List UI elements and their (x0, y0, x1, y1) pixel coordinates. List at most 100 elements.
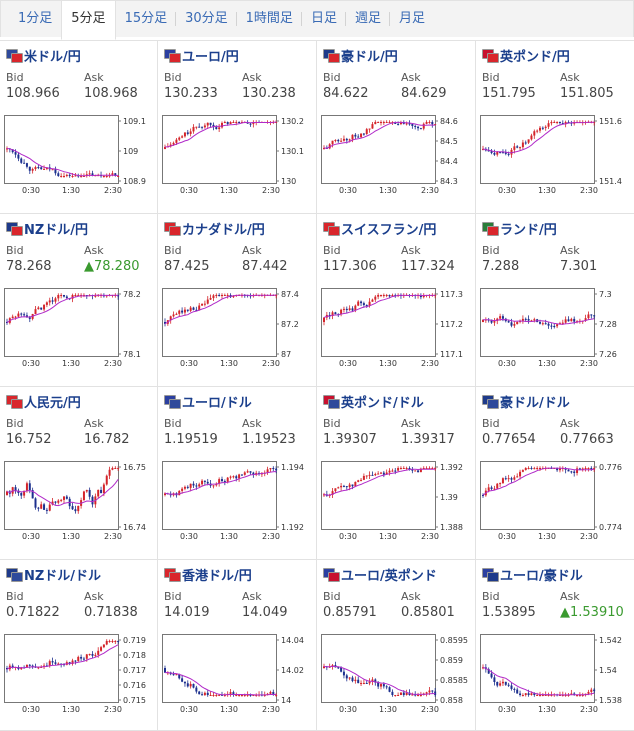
tab-4[interactable]: 1時間足 (237, 1, 303, 37)
candle-body (530, 468, 533, 469)
tab-6[interactable]: 週足 (346, 1, 390, 37)
mini-candlestick-chart[interactable]: 14.04 14.02 14 0:30 1:30 2:30 (162, 634, 312, 716)
pair-name[interactable]: 豪ドル/円 (341, 49, 398, 65)
candle-body (23, 162, 26, 164)
pair-card[interactable]: ユーロ/英ポンド Bid Ask 0.85791 0.85801 0.8595 0… (317, 560, 476, 731)
pair-card[interactable]: 英ポンド/円 Bid Ask 151.795 151.805 151.6 151.… (476, 41, 634, 214)
pair-title[interactable]: 香港ドル/円 (164, 566, 252, 584)
mini-candlestick-chart[interactable]: 130.2 130.1 130 0:30 1:30 2:30 (162, 115, 312, 197)
candle-body (539, 695, 541, 696)
candle-body (493, 488, 496, 490)
pair-name[interactable]: 豪ドル/ドル (500, 395, 570, 411)
mini-candlestick-chart[interactable]: 1.542 1.54 1.538 0:30 1:30 2:30 (480, 634, 630, 716)
candle-body (524, 318, 527, 320)
pair-name[interactable]: ユーロ/英ポンド (341, 568, 437, 584)
pair-name[interactable]: ユーロ/豪ドル (500, 568, 583, 584)
pair-card[interactable]: 香港ドル/円 Bid Ask 14.019 14.049 14.04 14.02 1… (158, 560, 317, 731)
pair-card[interactable]: ユーロ/円 Bid Ask 130.233 130.238 130.2 130.1… (158, 41, 317, 214)
pair-title[interactable]: カナダドル/円 (164, 220, 265, 238)
pair-card[interactable]: NZドル/ドル Bid Ask 0.71822 0.71838 0.719 0.7… (0, 560, 158, 731)
candle-body (77, 295, 80, 296)
tab-2[interactable]: 15分足 (116, 1, 177, 37)
tab-0[interactable]: 1分足 (18, 11, 53, 26)
pair-card[interactable]: 豪ドル/円 Bid Ask 84.622 84.629 84.6 84.5 84.4… (317, 41, 476, 214)
pair-card[interactable]: ユーロ/ドル Bid Ask 1.19519 1.19523 1.194 1.19… (158, 387, 317, 560)
x-tick-label: 2:30 (262, 186, 280, 195)
candle-body (51, 501, 54, 505)
tab-5[interactable]: 日足 (302, 1, 346, 37)
candle-body (374, 679, 377, 683)
candle-body (337, 667, 340, 669)
candle-body (385, 686, 388, 688)
mini-candlestick-chart[interactable]: 7.3 7.28 7.26 0:30 1:30 2:30 (480, 288, 630, 370)
pair-card[interactable]: 豪ドル/ドル Bid Ask 0.77654 0.77663 0.776 0.77… (476, 387, 634, 560)
candle-body (111, 641, 114, 642)
plot-area (4, 288, 119, 357)
candle-body (357, 679, 360, 684)
pair-name[interactable]: NZドル/円 (24, 222, 89, 238)
pair-title[interactable]: NZドル/円 (6, 220, 89, 238)
x-tick-label: 0:30 (339, 359, 357, 368)
candle-body (417, 126, 420, 129)
pair-title[interactable]: ユーロ/豪ドル (482, 566, 583, 584)
mini-candlestick-chart[interactable]: 0.776 0.774 0:30 1:30 2:30 (480, 461, 630, 543)
mini-candlestick-chart[interactable]: 78.2 78.1 0:30 1:30 2:30 (4, 288, 154, 370)
pair-title[interactable]: ユーロ/ドル (164, 393, 252, 411)
pair-title[interactable]: NZドル/ドル (6, 566, 102, 584)
pair-title[interactable]: 米ドル/円 (6, 47, 81, 65)
pair-card[interactable]: 英ポンド/ドル Bid Ask 1.39307 1.39317 1.392 1.3… (317, 387, 476, 560)
candle-body (399, 468, 402, 469)
pair-title[interactable]: ランド/円 (482, 220, 557, 238)
pair-card[interactable]: NZドル/円 Bid Ask 78.268 ▲78.280 78.2 78.1 0:… (0, 214, 158, 387)
pair-title[interactable]: ユーロ/英ポンド (323, 566, 437, 584)
candle-body (408, 123, 411, 125)
pair-title[interactable]: ユーロ/円 (164, 47, 239, 65)
mini-candlestick-chart[interactable]: 87.4 87.2 87 0:30 1:30 2:30 (162, 288, 312, 370)
mini-candlestick-chart[interactable]: 16.75 16.74 0:30 1:30 2:30 (4, 461, 154, 543)
pair-card[interactable]: ユーロ/豪ドル Bid Ask 1.53895 ▲1.53910 1.542 1.… (476, 560, 634, 731)
x-tick-label: 2:30 (104, 359, 122, 368)
pair-card[interactable]: ランド/円 Bid Ask 7.288 7.301 7.3 7.28 7.26 0:3… (476, 214, 634, 387)
mini-candlestick-chart[interactable]: 151.6 151.4 0:30 1:30 2:30 (480, 115, 630, 197)
mini-candlestick-chart[interactable]: 1.194 1.192 0:30 1:30 2:30 (162, 461, 312, 543)
candle-body (414, 470, 417, 472)
mini-candlestick-chart[interactable]: 0.719 0.718 0.717 0.716 0.715 0:30 1:30 2:30 (4, 634, 154, 716)
pair-title[interactable]: スイスフラン/円 (323, 220, 437, 238)
candle-body (183, 681, 186, 684)
y-tick-label: 1.39 (440, 493, 458, 502)
pair-title[interactable]: 英ポンド/円 (482, 47, 570, 65)
pair-card[interactable]: 人民元/円 Bid Ask 16.752 16.782 16.75 16.74 0:… (0, 387, 158, 560)
pair-name[interactable]: 英ポンド/ドル (341, 395, 424, 411)
candle-body (232, 476, 235, 478)
candle-body (201, 304, 204, 306)
mini-candlestick-chart[interactable]: 109.1 109 108.9 0:30 1:30 2:30 (4, 115, 154, 197)
candle-body (192, 483, 195, 486)
pair-name[interactable]: 英ポンド/円 (500, 49, 570, 65)
pair-name[interactable]: ユーロ/円 (182, 49, 239, 65)
pair-name[interactable]: NZドル/ドル (24, 568, 102, 584)
pair-title[interactable]: 英ポンド/ドル (323, 393, 424, 411)
pair-title[interactable]: 豪ドル/円 (323, 47, 398, 65)
candle-body (331, 491, 334, 495)
pair-name[interactable]: 米ドル/円 (24, 49, 81, 65)
candle-body (556, 324, 559, 327)
mini-candlestick-chart[interactable]: 1.392 1.39 1.388 0:30 1:30 2:30 (321, 461, 471, 543)
pair-card[interactable]: カナダドル/円 Bid Ask 87.425 87.442 87.4 87.2 87… (158, 214, 317, 387)
pair-name[interactable]: 香港ドル/円 (182, 568, 252, 584)
pair-name[interactable]: ユーロ/ドル (182, 395, 252, 411)
pair-card[interactable]: スイスフラン/円 Bid Ask 117.306 117.324 117.3 11… (317, 214, 476, 387)
pair-name[interactable]: カナダドル/円 (182, 222, 265, 238)
tab-3[interactable]: 30分足 (176, 1, 237, 37)
pair-name[interactable]: ランド/円 (500, 222, 557, 238)
pair-title[interactable]: 豪ドル/ドル (482, 393, 570, 411)
mini-candlestick-chart[interactable]: 84.6 84.5 84.4 84.3 0:30 1:30 2:30 (321, 115, 471, 197)
candle-body (232, 122, 235, 123)
tab-1[interactable]: 5分足 (61, 0, 116, 40)
pair-title[interactable]: 人民元/円 (6, 393, 81, 411)
mini-candlestick-chart[interactable]: 0.8595 0.859 0.8585 0.858 0:30 1:30 2:30 (321, 634, 471, 716)
pair-card[interactable]: 米ドル/円 Bid Ask 108.966 108.968 109.1 109 10… (0, 41, 158, 214)
pair-name[interactable]: スイスフラン/円 (341, 222, 437, 238)
tab-7[interactable]: 月足 (398, 11, 425, 26)
mini-candlestick-chart[interactable]: 117.3 117.2 117.1 0:30 1:30 2:30 (321, 288, 471, 370)
pair-name[interactable]: 人民元/円 (24, 395, 81, 411)
